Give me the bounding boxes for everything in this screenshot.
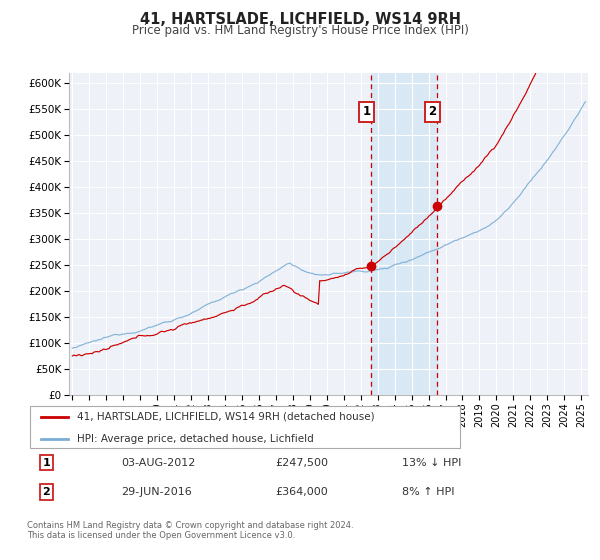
Text: 13% ↓ HPI: 13% ↓ HPI: [403, 458, 462, 468]
Text: 41, HARTSLADE, LICHFIELD, WS14 9RH: 41, HARTSLADE, LICHFIELD, WS14 9RH: [139, 12, 461, 27]
Text: £247,500: £247,500: [275, 458, 328, 468]
Text: 2: 2: [43, 487, 50, 497]
Text: HPI: Average price, detached house, Lichfield: HPI: Average price, detached house, Lich…: [77, 434, 313, 444]
Text: 2: 2: [428, 105, 437, 118]
Text: 1: 1: [43, 458, 50, 468]
FancyBboxPatch shape: [30, 405, 460, 449]
Text: 03-AUG-2012: 03-AUG-2012: [121, 458, 195, 468]
Text: Price paid vs. HM Land Registry's House Price Index (HPI): Price paid vs. HM Land Registry's House …: [131, 24, 469, 36]
Text: £364,000: £364,000: [275, 487, 328, 497]
Bar: [371, 73, 437, 395]
Text: Contains HM Land Registry data © Crown copyright and database right 2024.: Contains HM Land Registry data © Crown c…: [27, 521, 353, 530]
Text: 41, HARTSLADE, LICHFIELD, WS14 9RH (detached house): 41, HARTSLADE, LICHFIELD, WS14 9RH (deta…: [77, 412, 374, 422]
Text: 8% ↑ HPI: 8% ↑ HPI: [403, 487, 455, 497]
Text: This data is licensed under the Open Government Licence v3.0.: This data is licensed under the Open Gov…: [27, 531, 295, 540]
Text: 29-JUN-2016: 29-JUN-2016: [121, 487, 191, 497]
Text: 1: 1: [362, 105, 370, 118]
